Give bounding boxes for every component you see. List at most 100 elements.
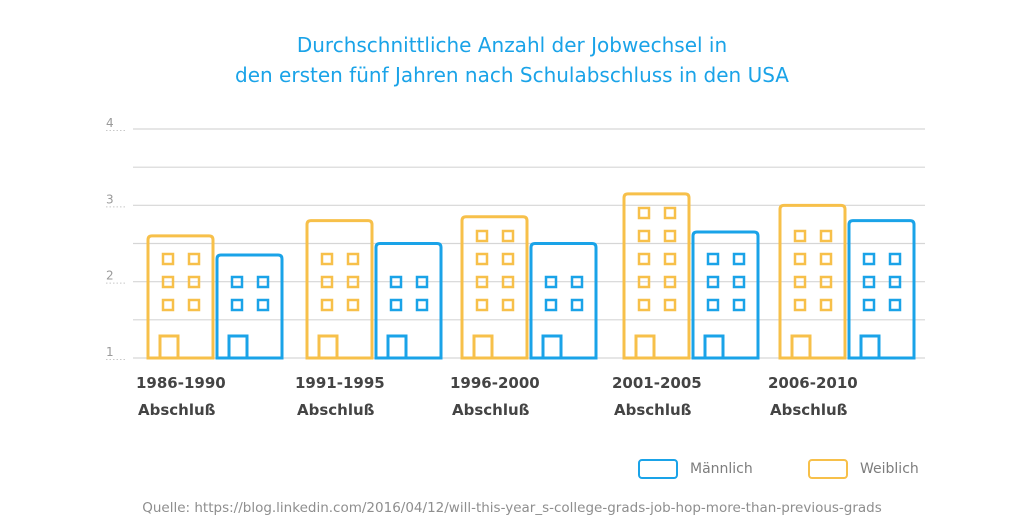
bar-window (346, 252, 360, 266)
y-tick-label: 3 (106, 192, 114, 206)
bar-window (888, 298, 902, 312)
bar-window (501, 298, 515, 312)
bar-window (501, 275, 515, 289)
bar-door (703, 334, 725, 358)
bar-window (793, 229, 807, 243)
bar-door (541, 334, 563, 358)
bar-window (706, 275, 720, 289)
y-tick-label: 1 (106, 345, 114, 359)
legend-label-maennlich: Männlich (690, 461, 753, 477)
bar-window (544, 298, 558, 312)
x-tick-label-period: 1991-1995 (295, 374, 385, 392)
x-tick-label-period: 1986-1990 (136, 374, 226, 392)
bar-window (663, 298, 677, 312)
bar-window (230, 298, 244, 312)
x-tick-label-period: 2001-2005 (612, 374, 702, 392)
x-tick-label-abschluss: Abschluß (297, 401, 375, 419)
bar-window (161, 252, 175, 266)
bar-window (663, 275, 677, 289)
y-tick-label: 2 (106, 269, 114, 283)
bar-window (862, 252, 876, 266)
x-tick-label-abschluss: Abschluß (770, 401, 848, 419)
bar-window (888, 275, 902, 289)
bar-window (187, 252, 201, 266)
bar-window (475, 229, 489, 243)
bar-window (888, 252, 902, 266)
legend-label-weiblich: Weiblich (860, 461, 919, 477)
bar-weiblich-3 (622, 192, 691, 358)
bar-window (161, 275, 175, 289)
legend-item-maennlich: Männlich (638, 456, 753, 482)
bar-door (317, 334, 339, 358)
source-citation: Quelle: https://blog.linkedin.com/2016/0… (142, 500, 882, 516)
bar-maennlich-2 (529, 242, 598, 358)
bar-window (819, 275, 833, 289)
bar-window (544, 275, 558, 289)
bar-window (230, 275, 244, 289)
bar-window (706, 252, 720, 266)
chart-title: Durchschnittliche Anzahl der Jobwechsel … (0, 30, 1024, 90)
bar-window (732, 298, 746, 312)
legend-swatch-maennlich (638, 459, 678, 479)
bar-door (386, 334, 408, 358)
bar-window (475, 298, 489, 312)
bar-window (663, 229, 677, 243)
bar-door (790, 334, 812, 358)
legend-swatch-weiblich (808, 459, 848, 479)
x-tick-label-abschluss: Abschluß (138, 401, 216, 419)
bar-window (637, 206, 651, 220)
bar-window (570, 275, 584, 289)
bar-window (346, 275, 360, 289)
x-tick-label-abschluss: Abschluß (614, 401, 692, 419)
bar-door (634, 334, 656, 358)
bar-maennlich-3 (691, 230, 760, 358)
bar-window (187, 275, 201, 289)
bar-window (501, 229, 515, 243)
bar-window (320, 252, 334, 266)
bar-window (819, 252, 833, 266)
bar-window (346, 298, 360, 312)
bar-window (819, 229, 833, 243)
bar-window (256, 298, 270, 312)
bar-window (320, 298, 334, 312)
bar-window (161, 298, 175, 312)
bar-window (637, 252, 651, 266)
bar-window (862, 275, 876, 289)
bar-window (862, 298, 876, 312)
bar-window (187, 298, 201, 312)
y-tick-label: 4 (106, 116, 114, 130)
legend-item-weiblich: Weiblich (808, 456, 919, 482)
x-tick-label-abschluss: Abschluß (452, 401, 530, 419)
bar-weiblich-4 (778, 203, 847, 358)
bar-maennlich-4 (847, 219, 916, 358)
bar-window (415, 275, 429, 289)
bar-window (793, 275, 807, 289)
bar-maennlich-1 (374, 242, 443, 358)
bar-window (320, 275, 334, 289)
bar-window (793, 252, 807, 266)
bar-window (475, 252, 489, 266)
bar-window (637, 275, 651, 289)
chart-title-line-1: Durchschnittliche Anzahl der Jobwechsel … (296, 33, 728, 57)
bar-window (663, 252, 677, 266)
bar-window (637, 298, 651, 312)
bar-window (475, 275, 489, 289)
bar-door (158, 334, 180, 358)
bar-maennlich-0 (215, 253, 284, 358)
x-tick-label-period: 1996-2000 (450, 374, 540, 392)
bar-window (637, 229, 651, 243)
bar-window (732, 252, 746, 266)
chart-title-line-2: den ersten fünf Jahren nach Schulabschlu… (235, 63, 789, 87)
bar-window (501, 252, 515, 266)
bar-window (389, 298, 403, 312)
bar-window (663, 206, 677, 220)
bar-weiblich-0 (146, 234, 215, 358)
bar-window (732, 275, 746, 289)
bar-door (859, 334, 881, 358)
bar-weiblich-2 (460, 215, 529, 358)
bar-door (227, 334, 249, 358)
bar-window (389, 275, 403, 289)
bar-window (256, 275, 270, 289)
bar-weiblich-1 (305, 219, 374, 358)
